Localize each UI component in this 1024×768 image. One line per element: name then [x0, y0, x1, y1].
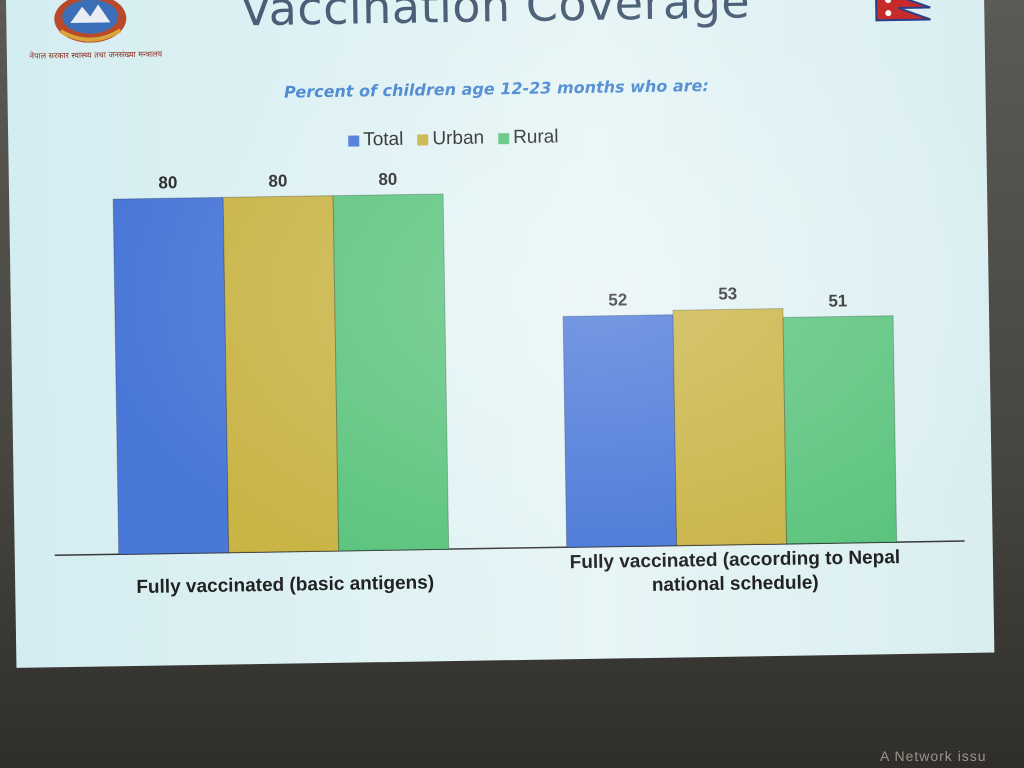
projected-slide: नेपाल सरकार स्वास्थ्य तथा जनसंख्या मन्त्… — [6, 0, 995, 668]
government-emblem: नेपाल सरकार स्वास्थ्य तथा जनसंख्या मन्त्… — [20, 0, 162, 84]
nepal-flag-icon — [874, 0, 931, 22]
bar-total-0 — [112, 196, 230, 555]
data-label-total-0: 80 — [158, 173, 177, 192]
bar-rural-0 — [332, 193, 450, 552]
data-label-rural-1: 51 — [828, 291, 847, 310]
emblem-icon — [54, 0, 127, 43]
data-label-urban-1: 53 — [718, 284, 737, 303]
category-label-national-schedule: Fully vaccinated (according to Nepal nat… — [535, 545, 936, 599]
bar-urban-1 — [672, 308, 788, 547]
data-label-total-1: 52 — [608, 290, 627, 309]
bar-rural-1 — [782, 315, 898, 545]
bar-chart: 80 80 80 52 53 51 — [54, 170, 965, 557]
data-label-urban-0: 80 — [268, 171, 287, 190]
data-label-rural-0: 80 — [378, 170, 397, 189]
bar-total-1 — [562, 314, 678, 548]
bar-urban-0 — [222, 195, 340, 554]
corner-notification-text: A Network issu — [880, 748, 987, 764]
